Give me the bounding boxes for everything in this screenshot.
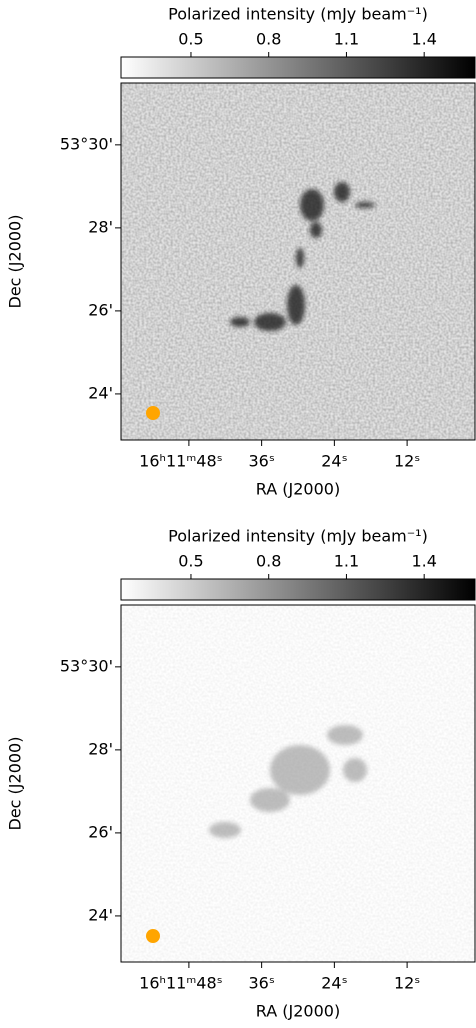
colorbar-tick-label: 0.8 [256,552,281,571]
colorbar-tick-label: 0.8 [256,30,281,49]
y-tick-label: 28' [88,217,113,236]
y-tick-label: 24' [88,905,113,924]
x-axis-label: RA (J2000) [256,480,340,499]
axes-frame [120,82,476,441]
y-axis-label: Dec (J2000) [6,215,25,309]
x-tick-label: 12ˢ [394,452,420,471]
x-tick-label: 36ˢ [248,452,274,471]
x-tick-label: 24ˢ [321,452,347,471]
colorbar [120,56,476,79]
y-tick-label: 28' [88,739,113,758]
colorbar-tick-label: 1.4 [411,30,436,49]
y-tick-label: 24' [88,383,113,402]
colorbar-tick-label: 0.5 [178,552,203,571]
colorbar-tick-label: 1.1 [334,30,359,49]
colorbar-tick-label: 1.1 [334,552,359,571]
image [121,605,475,962]
colorbar-tick-label: 1.4 [411,552,436,571]
x-axis-label: RA (J2000) [256,1002,340,1021]
beam [146,929,160,943]
colorbar [120,578,476,601]
y-tick-label: 53°30' [60,134,113,153]
panel: Polarized intensity (mJy beam⁻¹) 0.5 0.8 1.… [6,527,476,1021]
y-tick-label: 26' [88,822,113,841]
colorbar-title: Polarized intensity (mJy beam⁻¹) [168,5,428,24]
y-axis-label: Dec (J2000) [6,737,25,831]
colorbar-title: Polarized intensity (mJy beam⁻¹) [168,527,428,546]
y-tick-label: 26' [88,300,113,319]
x-tick-label: 12ˢ [394,974,420,993]
x-tick-label: 16ʰ11ᵐ48ˢ [139,974,223,993]
y-tick-label: 53°30' [60,656,113,675]
x-tick-label: 24ˢ [321,974,347,993]
image [121,83,475,440]
x-tick-label: 16ʰ11ᵐ48ˢ [139,452,223,471]
colorbar-tick-label: 0.5 [178,30,203,49]
beam [146,406,160,420]
x-tick-label: 36ˢ [248,974,274,993]
panel: Polarized intensity (mJy beam⁻¹) 0.5 0.8 1.… [6,5,476,499]
axes-frame [120,604,476,963]
